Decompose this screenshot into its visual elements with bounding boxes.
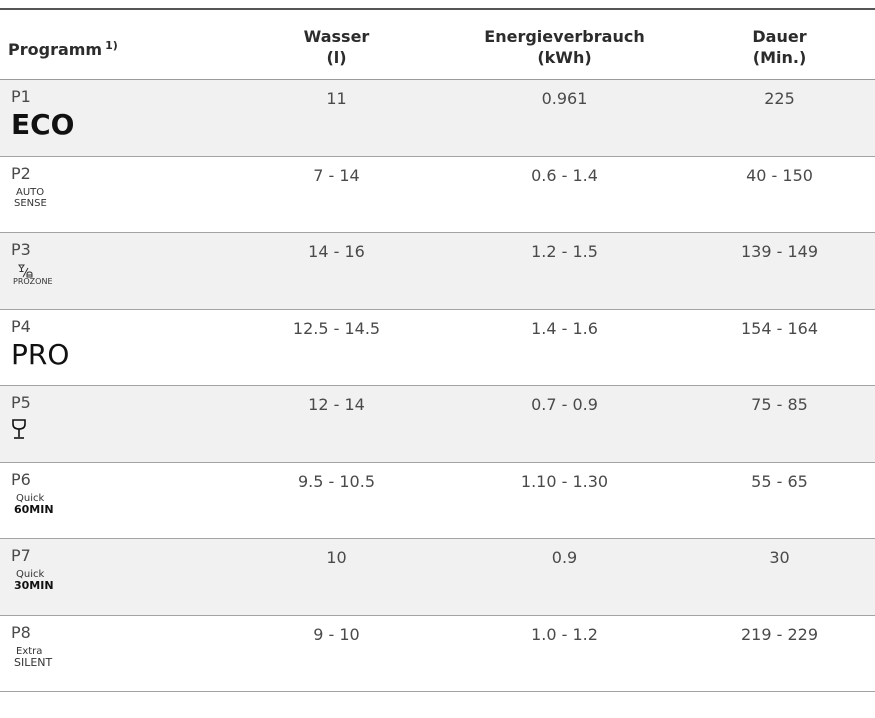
duration-value: 139 - 149 xyxy=(740,242,819,261)
footnote-marker: 1) xyxy=(105,39,118,52)
symbol-line1: Extra xyxy=(16,646,43,657)
table-row: P3 PROZONE 14 - 16 1.2 - 1.5 139 - 149 xyxy=(0,233,875,310)
header-water: Wasser (l) xyxy=(228,10,445,79)
table-header: Programm 1) Wasser (l) Energieverbrauch (kW… xyxy=(0,10,875,80)
energy-value: 0.961 xyxy=(541,89,588,108)
quick-30min-symbol: Quick 30MIN xyxy=(11,569,228,591)
header-water-unit: (l) xyxy=(326,48,347,67)
symbol-line1: Quick xyxy=(16,569,45,580)
auto-sense-symbol: AUTO SENSE xyxy=(11,187,228,209)
table-row: P8 Extra SILENT 9 - 10 1.0 - 1.2 219 - 2… xyxy=(0,616,875,692)
symbol-line2: SENSE xyxy=(14,198,47,209)
program-table: Programm 1) Wasser (l) Energieverbrauch (kW… xyxy=(0,8,875,692)
program-cell: P7 Quick 30MIN xyxy=(0,539,228,615)
symbol-line1: AUTO xyxy=(16,187,45,198)
energy-value: 0.9 xyxy=(551,548,578,567)
energy-value: 1.0 - 1.2 xyxy=(531,625,598,644)
header-energy-unit: (kWh) xyxy=(537,48,592,67)
header-energy-label: Energieverbrauch xyxy=(484,27,645,46)
duration-value: 55 - 65 xyxy=(751,472,808,491)
program-code: P3 xyxy=(11,240,31,259)
program-code: P1 xyxy=(11,87,31,106)
duration-value: 219 - 229 xyxy=(740,625,819,644)
table-row: P7 Quick 30MIN 10 0.9 30 xyxy=(0,539,875,616)
header-energy: Energieverbrauch (kWh) xyxy=(445,10,684,79)
extra-silent-symbol: Extra SILENT xyxy=(11,646,228,668)
water-value: 12 - 14 xyxy=(308,395,365,414)
program-cell: P1 ECO xyxy=(0,80,228,156)
energy-value: 1.4 - 1.6 xyxy=(531,319,598,338)
header-duration: Dauer (Min.) xyxy=(684,10,875,79)
glass-plate-icon xyxy=(13,263,228,278)
eco-symbol: ECO xyxy=(11,108,75,141)
symbol-line2: 30MIN xyxy=(14,579,54,592)
energy-value: 0.6 - 1.4 xyxy=(531,166,598,185)
table-row: P1 ECO 11 0.961 225 xyxy=(0,80,875,157)
program-cell: P3 PROZONE xyxy=(0,233,228,309)
water-value: 11 xyxy=(326,89,347,108)
program-code: P8 xyxy=(11,623,31,642)
program-code: P7 xyxy=(11,546,31,565)
program-code: P4 xyxy=(11,317,31,336)
header-program-label: Programm xyxy=(8,40,103,59)
duration-value: 75 - 85 xyxy=(751,395,808,414)
duration-value: 30 xyxy=(769,548,790,567)
energy-value: 1.2 - 1.5 xyxy=(531,242,598,261)
program-cell: P6 Quick 60MIN xyxy=(0,463,228,538)
water-value: 14 - 16 xyxy=(308,242,365,261)
header-duration-label: Dauer xyxy=(752,27,807,46)
prozone-symbol: PROZONE xyxy=(11,263,228,286)
energy-value: 1.10 - 1.30 xyxy=(520,472,609,491)
pro-symbol: PRO xyxy=(11,338,70,371)
duration-value: 154 - 164 xyxy=(740,319,819,338)
duration-value: 40 - 150 xyxy=(746,166,813,185)
table-row: P4 PRO 12.5 - 14.5 1.4 - 1.6 154 - 164 xyxy=(0,310,875,386)
symbol-line2: 60MIN xyxy=(14,503,54,516)
table-row: P6 Quick 60MIN 9.5 - 10.5 1.10 - 1.30 55… xyxy=(0,463,875,539)
water-value: 9 - 10 xyxy=(313,625,360,644)
duration-value: 225 xyxy=(764,89,795,108)
header-water-label: Wasser xyxy=(303,27,370,46)
wine-glass-icon xyxy=(11,418,228,444)
program-cell: P2 AUTO SENSE xyxy=(0,157,228,232)
symbol-line2: SILENT xyxy=(14,656,53,669)
program-code: P5 xyxy=(11,393,31,412)
prozone-label: PROZONE xyxy=(13,277,53,286)
water-value: 7 - 14 xyxy=(313,166,360,185)
symbol-line1: Quick xyxy=(16,493,45,504)
header-program: Programm 1) xyxy=(0,10,228,79)
water-value: 9.5 - 10.5 xyxy=(297,472,375,491)
header-duration-unit: (Min.) xyxy=(752,48,807,67)
table-row: P2 AUTO SENSE 7 - 14 0.6 - 1.4 40 - 150 xyxy=(0,157,875,233)
table-row: P5 12 - 14 0.7 - 0.9 75 - 85 xyxy=(0,386,875,463)
program-code: P6 xyxy=(11,470,31,489)
program-cell: P4 PRO xyxy=(0,310,228,385)
program-code: P2 xyxy=(11,164,31,183)
water-value: 10 xyxy=(326,548,347,567)
energy-value: 0.7 - 0.9 xyxy=(531,395,598,414)
program-cell: P8 Extra SILENT xyxy=(0,616,228,691)
quick-60min-symbol: Quick 60MIN xyxy=(11,493,228,515)
water-value: 12.5 - 14.5 xyxy=(292,319,381,338)
program-cell: P5 xyxy=(0,386,228,462)
